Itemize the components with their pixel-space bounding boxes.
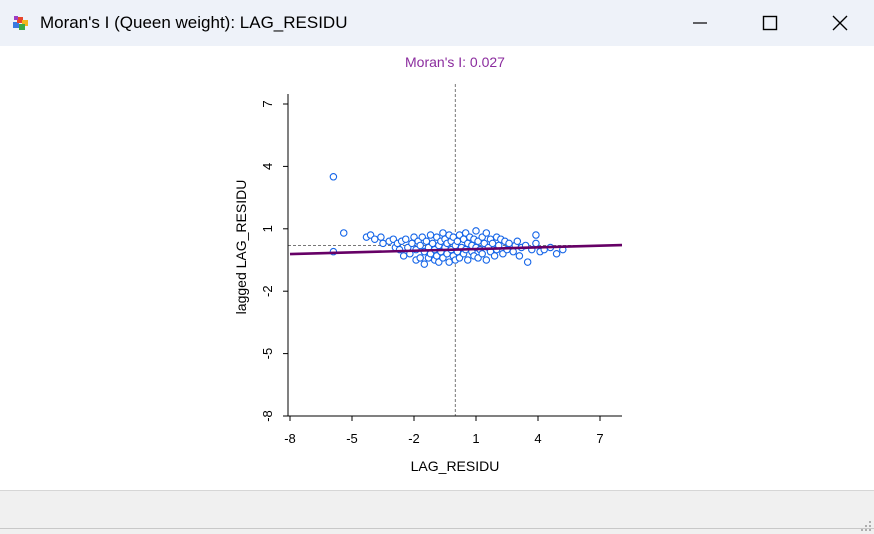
data-point [401,235,410,243]
geoda-app-icon [13,16,28,30]
y-tick-label: 1 [260,225,275,232]
data-point [532,231,540,239]
chart-canvas[interactable]: Moran's I: 0.027 -8 -5 -2 1 4 7 -8 -5 -2 1 4 7 LAG… [0,46,874,490]
close-button[interactable] [805,0,874,46]
regression-line [289,243,623,256]
maximize-icon [762,15,778,31]
minimize-icon [693,22,707,24]
data-point [399,252,408,260]
data-point [505,239,513,248]
y-axis-ticks: -8 -5 -2 1 4 7 [260,100,288,422]
plot-area [288,84,623,416]
data-point [422,237,431,246]
data-point [428,239,437,248]
x-tick-label: 1 [472,431,479,446]
status-bar [0,490,874,534]
data-point [523,258,532,266]
data-point [408,239,416,248]
data-point [488,239,497,248]
x-tick-label: -5 [346,431,358,446]
data-point [329,173,338,181]
y-tick-label: 4 [260,163,275,170]
x-axis-ticks: -8 -5 -2 1 4 7 [284,416,604,446]
data-point [370,235,379,243]
data-point [482,256,491,264]
data-point [482,229,491,237]
x-tick-label: 7 [596,431,603,446]
data-point [426,231,435,239]
y-tick-label: -2 [260,285,275,297]
resize-grip-icon[interactable] [860,520,872,532]
x-axis-label: LAG_RESIDU [411,458,500,474]
data-point [552,250,561,258]
minimize-button[interactable] [665,0,735,46]
data-point [513,237,522,246]
close-icon [832,15,848,31]
data-point [509,247,517,256]
y-tick-label: -5 [260,348,275,360]
data-point [416,254,424,262]
data-point [532,239,540,248]
data-point [463,256,472,264]
window-titlebar[interactable]: Moran's I (Queen weight): LAG_RESIDU [0,0,874,46]
x-tick-label: -8 [284,431,296,446]
x-tick-label: 4 [534,431,541,446]
data-point [339,229,348,237]
x-tick-label: -2 [408,431,420,446]
data-point [439,229,447,237]
y-tick-label: -8 [260,410,275,422]
data-point [515,252,524,260]
data-point [453,237,462,246]
moran-scatter-plot[interactable]: Moran's I: 0.027 -8 -5 -2 1 4 7 -8 -5 -2 1 4 7 LAG… [0,46,874,490]
data-point [416,241,424,250]
data-point [472,227,480,235]
data-point [490,252,499,260]
window-title: Moran's I (Queen weight): LAG_RESIDU [40,13,348,32]
y-tick-label: 7 [260,100,275,107]
data-point [420,260,429,268]
status-divider [0,528,874,529]
chart-title: Moran's I: 0.027 [405,54,505,70]
data-point [478,250,486,258]
data-point [379,239,387,248]
y-axis-label: lagged LAG_RESIDU [233,180,249,315]
data-point [377,233,385,241]
maximize-button[interactable] [735,0,805,46]
data-point [445,258,453,266]
